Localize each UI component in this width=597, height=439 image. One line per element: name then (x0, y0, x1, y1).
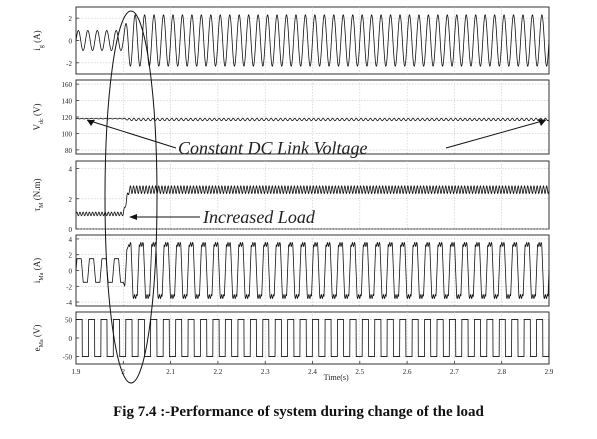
arrowhead-right (538, 119, 546, 126)
y-tick-label: 2 (69, 15, 73, 23)
x-tick-label: 2.2 (214, 368, 223, 376)
y-axis-label: eMa (V) (32, 325, 45, 352)
panel-4: 4 2 0 -2 -4 iMa (A) (32, 234, 550, 307)
panel-1: 2 0 -2 ig (A) (32, 6, 550, 75)
y-tick-label: 50 (65, 316, 73, 324)
series-line-panel-3 (75, 185, 550, 217)
x-tick-label: 2.5 (355, 368, 364, 376)
y-axis-label: ig (A) (32, 30, 45, 50)
series-line-panel-1 (75, 14, 550, 67)
x-tick-label: 2.9 (545, 368, 554, 376)
panel-5: 50 0 -50 eMa (V) (32, 311, 550, 365)
annotation-arrow-left (86, 119, 177, 149)
y-axis-label: Vdc (V) (32, 104, 45, 131)
series-line-panel-4 (75, 241, 550, 300)
arrowhead-load (129, 214, 137, 220)
y-tick-label: 4 (69, 166, 73, 174)
y-tick-label: 160 (62, 81, 73, 89)
y-tick-label: 4 (69, 236, 73, 244)
annotation-arrow-right (445, 119, 547, 149)
x-axis-label: Time(s) (324, 373, 349, 382)
annotation-increased-load: Increased Load (202, 207, 316, 227)
y-tick-label: 0 (69, 335, 73, 343)
y-tick-label: 140 (62, 98, 73, 106)
load-change-ellipse (104, 10, 158, 384)
x-tick-label: 2.1 (166, 368, 175, 376)
y-tick-label: 0 (69, 38, 73, 46)
y-tick-label: 2 (69, 196, 73, 204)
performance-figure: 2 0 -2 ig (A) 160 140 120 100 80 Vdc (V) 4 2 0 τM (N.… (32, 6, 554, 384)
panel-3: 4 2 0 τM (N.m) (32, 160, 550, 234)
y-tick-label: 100 (62, 130, 73, 138)
y-tick-label: -2 (66, 60, 72, 68)
y-tick-label: 80 (65, 147, 73, 155)
y-tick-label: -50 (63, 354, 73, 362)
x-tick-label: 2.6 (403, 368, 412, 376)
y-tick-label: -4 (66, 299, 72, 307)
y-axis-label: τM (N.m) (32, 179, 45, 212)
y-tick-label: 0 (69, 226, 73, 234)
y-axis-label: iMa (A) (32, 258, 45, 283)
x-tick-label: 2.3 (261, 368, 270, 376)
x-tick-label: 2.7 (450, 368, 459, 376)
x-tick-label: 2 (122, 368, 126, 376)
x-tick-label: 2.8 (497, 368, 506, 376)
y-tick-label: 120 (62, 114, 73, 122)
y-tick-label: -2 (66, 283, 72, 291)
figure-caption: Fig 7.4 :-Performance of system during c… (113, 404, 484, 420)
y-tick-label: 0 (69, 268, 73, 276)
x-tick-label: 2.4 (308, 368, 317, 376)
series-line-panel-5 (76, 319, 550, 357)
annotation-constant-dc-link-voltage: Constant DC Link Voltage (178, 138, 368, 158)
arrowhead-left (87, 120, 95, 126)
x-tick-label: 1.9 (72, 368, 81, 376)
y-tick-label: 2 (69, 252, 73, 260)
